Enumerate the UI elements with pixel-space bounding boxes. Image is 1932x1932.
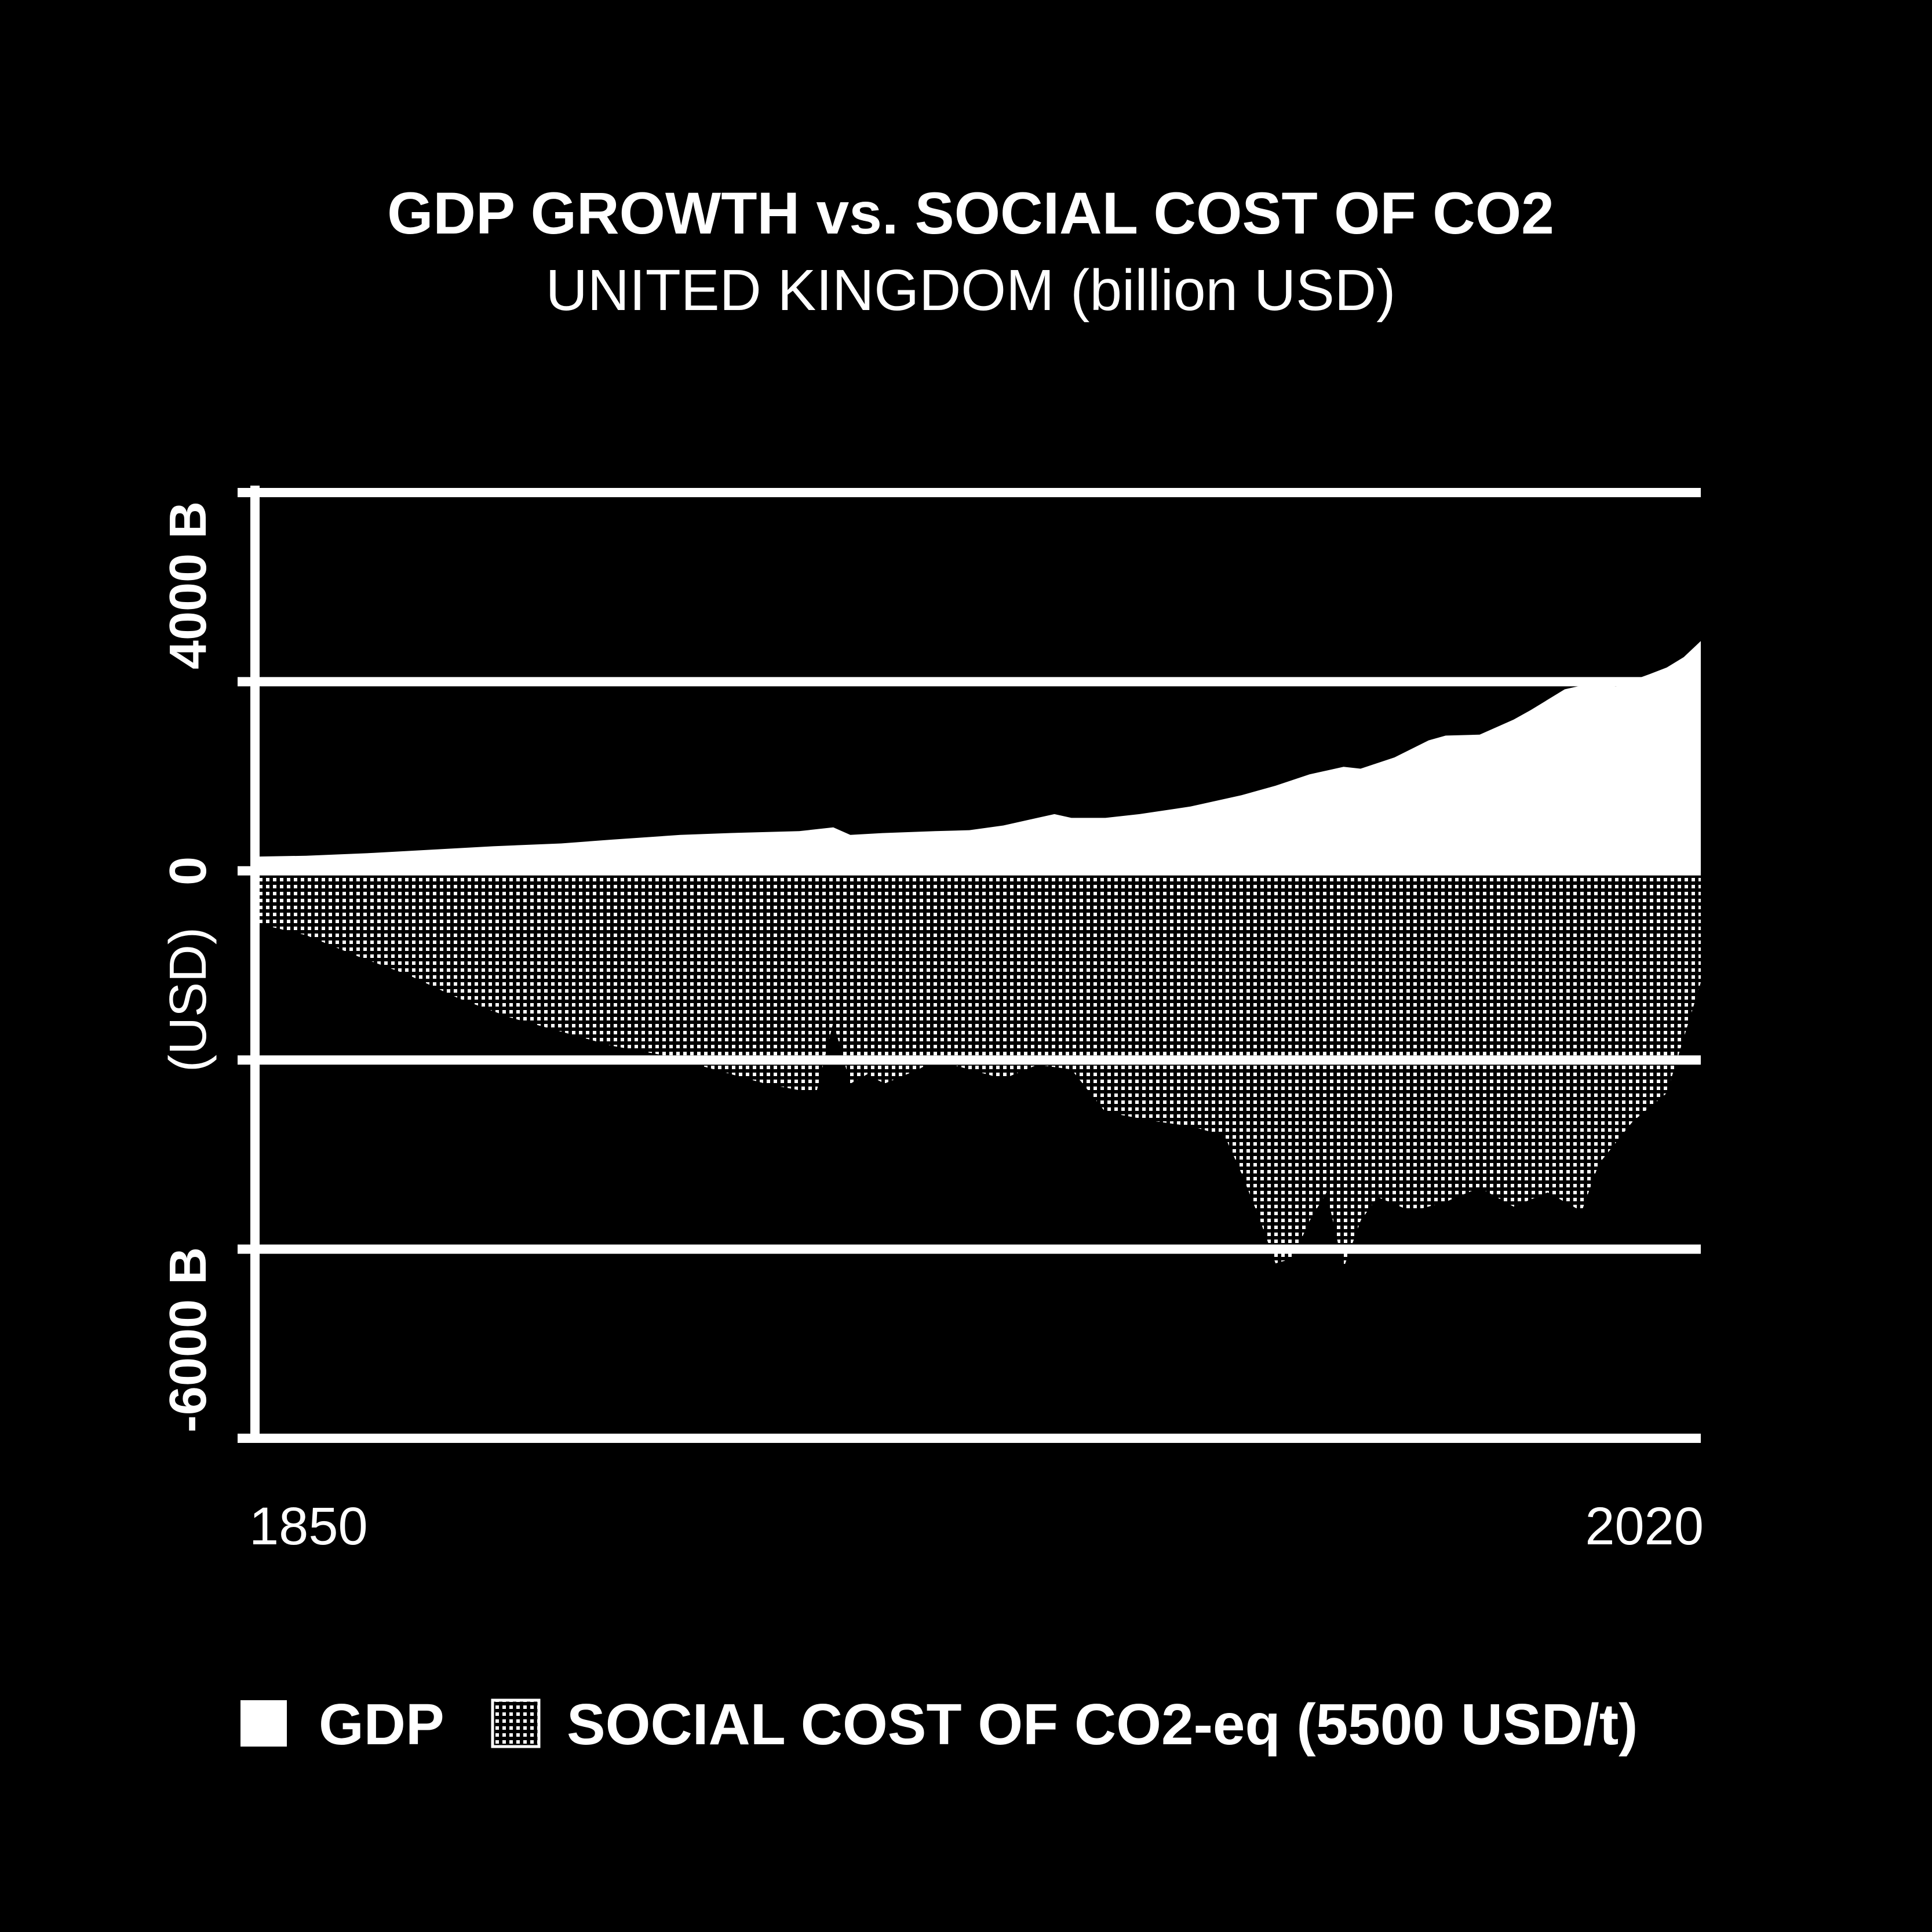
x-tick-labels: 1850 2020 <box>249 1497 1704 1556</box>
y-tick-label: 4000 B <box>159 501 217 669</box>
legend-swatch-social-cost <box>491 1698 541 1748</box>
x-tick-label: 2020 <box>1585 1497 1704 1556</box>
y-tick-label: -6000 B <box>159 1247 217 1432</box>
y-tick-label: 0 <box>159 856 217 885</box>
chart-title: GDP GROWTH vs. SOCIAL COST OF CO2 <box>387 180 1554 246</box>
legend-label-social-cost: SOCIAL COST OF CO2-eq (5500 USD/t) <box>567 1692 1638 1757</box>
y-tick-labels: 4000 B 0 -6000 B <box>159 501 217 1432</box>
legend: GDP SOCIAL COST OF CO2-eq (5500 USD/t) <box>240 1692 1638 1757</box>
series-layer <box>255 641 1701 1268</box>
legend-label-gdp: GDP <box>319 1692 444 1757</box>
y-axis-label: (USD) <box>159 927 217 1072</box>
series-area-gdp <box>255 641 1701 871</box>
series-area-social-cost <box>255 870 1701 1268</box>
legend-swatch-gdp <box>240 1700 287 1747</box>
grid-layer <box>238 488 1701 1443</box>
chart-subtitle: UNITED KINGDOM (billion USD) <box>546 258 1396 323</box>
x-tick-label: 1850 <box>249 1497 368 1556</box>
